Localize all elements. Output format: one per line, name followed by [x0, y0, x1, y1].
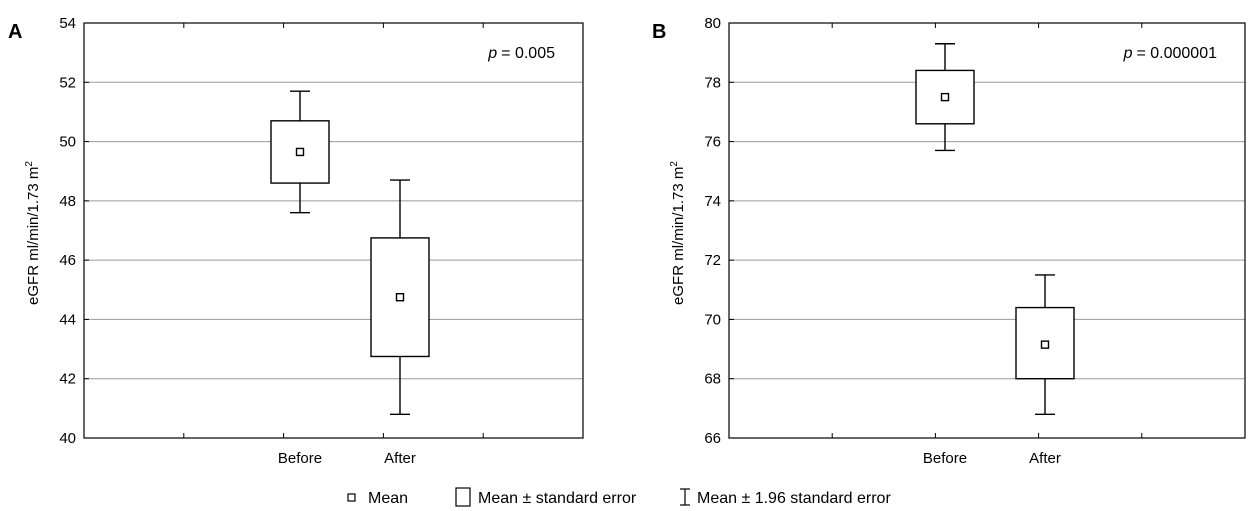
panel-b-y-tick-label-80: 80 [704, 15, 721, 32]
panel-a-y-tick-label-44: 44 [59, 311, 76, 328]
panel-b-gridlines [729, 81, 1245, 380]
panel-a: A eGFR ml/min/1.73 m2 p = 0.005 404244464… [8, 15, 584, 467]
panel-a-y-axis-title: eGFR ml/min/1.73 m2 [24, 161, 42, 305]
panel-b-after-mean-marker [1040, 340, 1050, 349]
panel-a-after-mean-marker [395, 292, 405, 302]
panel-b-y-tick-label-68: 68 [704, 371, 721, 388]
panel-b-before-mean-marker [940, 92, 950, 102]
legend-mean-symbol [347, 493, 356, 502]
panel-b-plot-frame [728, 22, 1246, 439]
panel-b-y-axis: 66 68 70 72 74 76 78 80 [704, 15, 1143, 447]
panel-b-p-value: p = 0.000001 [1123, 45, 1218, 62]
panel-b-y-axis-title: eGFR ml/min/1.73 m2 [669, 161, 687, 305]
panel-a-p-number: = 0.005 [501, 45, 555, 62]
panel-b-y-tick-label-76: 76 [704, 134, 721, 151]
panel-b-boxes [915, 43, 1075, 415]
panel-b-x-axis: Before After [923, 450, 1061, 467]
panel-b-y-tick-label-70: 70 [704, 311, 721, 328]
panel-a-y-axis-title-superscript: 2 [24, 161, 35, 167]
panel-b: B eGFR ml/min/1.73 m2 p = 0.000001 66 68 70… [652, 15, 1246, 467]
panel-a-p-symbol: p [487, 45, 497, 62]
panel-a-boxes [270, 90, 430, 415]
panel-a-y-tick-label-42: 42 [59, 371, 76, 388]
panel-b-p-symbol: p [1123, 45, 1133, 62]
panel-a-before-mean-marker [295, 147, 305, 157]
legend-se-symbol [455, 487, 471, 507]
panel-a-y-tick-label-54: 54 [59, 15, 76, 32]
panel-a-x-axis: Before After [278, 450, 416, 467]
legend-ci-symbol [680, 488, 690, 506]
panel-b-y-tick-label-66: 66 [704, 430, 721, 447]
panel-b-y-tick-label-72: 72 [704, 252, 721, 269]
panel-a-y-tick-label-48: 48 [59, 193, 76, 210]
legend-se-label: Mean ± standard error [478, 490, 637, 507]
panel-a-y-tick-label-46: 46 [59, 252, 76, 269]
panel-a-category-label-before: Before [278, 450, 322, 467]
legend-ci-label: Mean ± 1.96 standard error [697, 490, 891, 507]
panel-a-y-tick-label-50: 50 [59, 134, 76, 151]
panel-a-y-tick-label-52: 52 [59, 74, 76, 91]
panel-b-y-tick-label-78: 78 [704, 74, 721, 91]
panel-b-letter: B [652, 21, 666, 43]
panel-b-y-axis-title-superscript: 2 [669, 161, 680, 167]
legend-mean-label: Mean [368, 490, 408, 507]
panel-b-category-label-before: Before [923, 450, 967, 467]
panel-a-y-tick-label-40: 40 [59, 430, 76, 447]
panel-a-category-label-after: After [384, 450, 416, 467]
panel-a-y-axis-title-text: eGFR ml/min/1.73 m [25, 167, 42, 305]
legend: Mean Mean ± standard error Mean ± 1.96 s… [347, 487, 891, 507]
panel-a-p-value: p = 0.005 [487, 45, 555, 62]
panel-a-plot-frame [83, 22, 584, 439]
panel-b-category-label-after: After [1029, 450, 1061, 467]
panel-b-y-tick-label-74: 74 [704, 193, 721, 210]
panel-b-y-axis-title-text: eGFR ml/min/1.73 m [670, 167, 687, 305]
panel-a-letter: A [8, 21, 22, 43]
panel-b-p-number: = 0.000001 [1136, 45, 1217, 62]
panel-a-gridlines [84, 81, 583, 380]
panel-a-y-axis: 40 42 44 46 48 50 52 54 [59, 15, 484, 447]
